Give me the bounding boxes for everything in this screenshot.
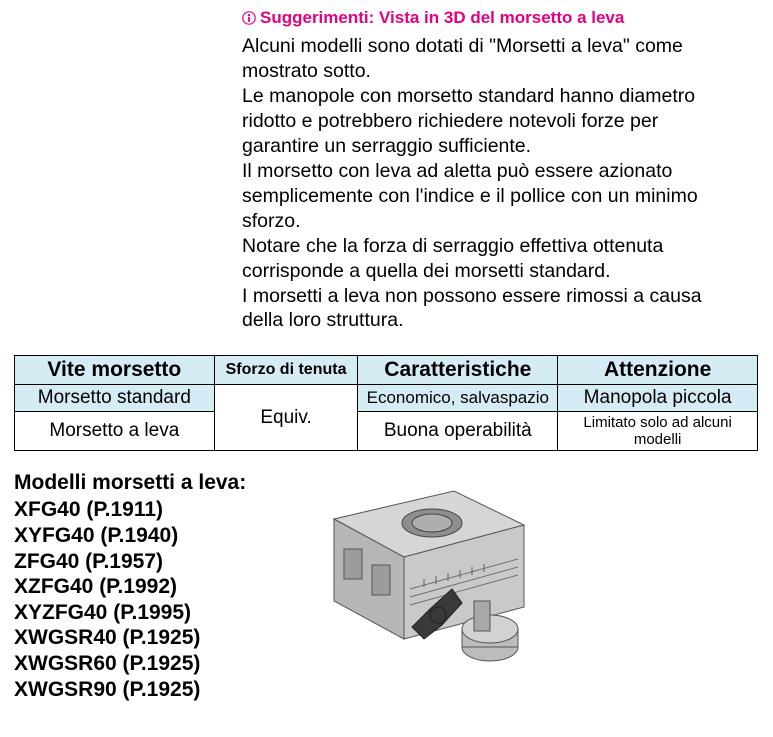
list-item: XWGSR40 (P.1925) [14, 625, 246, 651]
cell-name: Morsetto standard [15, 385, 215, 412]
col-attenzione: Attenzione [558, 356, 758, 385]
body-paragraph: Alcuni modelli sono dotati di "Morsetti … [242, 34, 739, 84]
bottom-section: Modelli morsetti a leva: XFG40 (P.1911) … [14, 471, 759, 702]
list-item: XFG40 (P.1911) [14, 497, 246, 523]
comparison-table: Vite morsetto Sforzo di tenuta Caratteri… [14, 355, 758, 451]
device-3d-illustration [274, 479, 554, 699]
table-row: Morsetto a leva Buona operabilità Limita… [15, 412, 758, 451]
list-item: XWGSR60 (P.1925) [14, 651, 246, 677]
body-paragraph: Le manopole con morsetto standard hanno … [242, 84, 739, 159]
hint-text: Suggerimenti: Vista in 3D del morsetto a… [260, 8, 624, 28]
cell-warning: Manopola piccola [558, 385, 758, 412]
list-item: XWGSR90 (P.1925) [14, 677, 246, 703]
list-item: ZFG40 (P.1957) [14, 549, 246, 575]
lightbulb-icon [242, 11, 256, 25]
list-item: XZFG40 (P.1992) [14, 574, 246, 600]
table-header-row: Vite morsetto Sforzo di tenuta Caratteri… [15, 356, 758, 385]
table-row: Morsetto standard Equiv. Economico, salv… [15, 385, 758, 412]
cell-name: Morsetto a leva [15, 412, 215, 451]
col-caratteristiche: Caratteristiche [358, 356, 558, 385]
hint-line: Suggerimenti: Vista in 3D del morsetto a… [242, 8, 759, 28]
body-paragraph: Notare che la forza di serraggio effetti… [242, 234, 739, 284]
models-list: XFG40 (P.1911) XYFG40 (P.1940) ZFG40 (P.… [14, 497, 246, 702]
cell-feature: Buona operabilità [358, 412, 558, 451]
body-text: Alcuni modelli sono dotati di "Morsetti … [242, 34, 739, 333]
cell-feature: Economico, salvaspazio [358, 385, 558, 412]
cell-warning: Limitato solo ad alcuni modelli [558, 412, 758, 451]
body-paragraph: I morsetti a leva non possono essere rim… [242, 284, 739, 334]
list-item: XYFG40 (P.1940) [14, 523, 246, 549]
body-paragraph: Il morsetto con leva ad aletta può esser… [242, 159, 739, 234]
cell-sforzo: Equiv. [214, 385, 358, 451]
models-block: Modelli morsetti a leva: XFG40 (P.1911) … [14, 471, 246, 702]
list-item: XYZFG40 (P.1995) [14, 600, 246, 626]
col-vite-morsetto: Vite morsetto [15, 356, 215, 385]
col-sforzo-tenuta: Sforzo di tenuta [214, 356, 358, 385]
models-title: Modelli morsetti a leva: [14, 471, 246, 495]
